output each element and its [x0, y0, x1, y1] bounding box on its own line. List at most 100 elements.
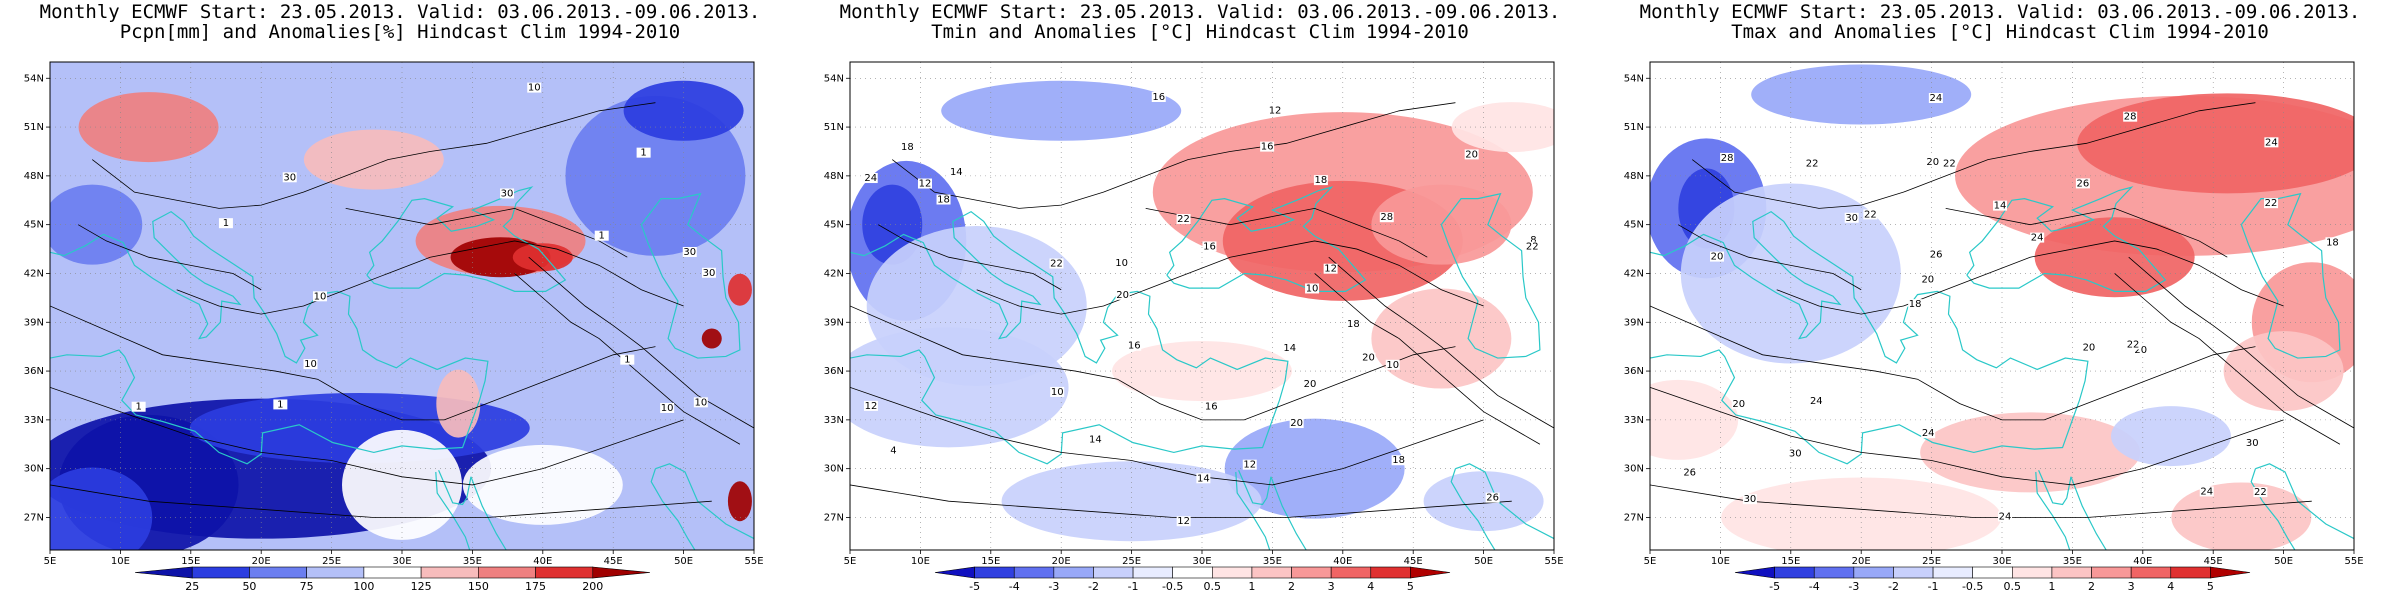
contour-label-bg [682, 246, 697, 257]
colorbar-label: -3 [1848, 580, 1859, 593]
contour-label-bg [1242, 459, 1257, 470]
x-tick-label: 50E [674, 556, 693, 567]
colorbar-label: -0.5 [1962, 580, 1983, 593]
contour-label-bg [1385, 359, 1400, 370]
contour-label: 10 [528, 83, 541, 94]
coast-line [1440, 192, 1541, 359]
contour-label: 26 [1930, 249, 1943, 260]
panel-tmin: Monthly ECMWF Start: 23.05.2013. Valid: … [800, 0, 1600, 600]
y-tick-label: 39N [824, 317, 844, 328]
contour-label-bg [1305, 283, 1320, 294]
contour-label-bg [936, 194, 951, 205]
contour-label: 12 [1243, 460, 1256, 471]
contour-label: 12 [1177, 516, 1190, 527]
contour-label-bg [594, 230, 609, 241]
contour-label-bg [863, 400, 878, 411]
contour-label-bg [2081, 342, 2096, 353]
colorbar-segment [1813, 566, 1855, 579]
colorbar-segment [1853, 566, 1894, 579]
colorbar-label: 200 [582, 580, 603, 593]
contour-label: 20 [1304, 379, 1317, 390]
contour-label: 14 [1994, 201, 2007, 212]
anomaly-shading [1650, 64, 2354, 550]
contour-line [1691, 102, 2256, 209]
contour-label: 18 [901, 142, 914, 153]
contour-label-bg [1908, 299, 1923, 310]
coast-line [640, 192, 741, 359]
contour-label-bg [917, 178, 932, 189]
anomaly-area [1224, 418, 1405, 519]
contour-label: 18 [2326, 237, 2339, 248]
contour-label: 30 [703, 268, 716, 279]
colorbar-label: 100 [353, 580, 374, 593]
coast-line [438, 470, 472, 506]
y-tick-label: 42N [1624, 268, 1644, 279]
coast-line [2250, 468, 2296, 550]
coast-line [1166, 186, 1367, 292]
contour-label-bg [1709, 251, 1724, 262]
contour-label-bg [2075, 178, 2090, 189]
anomaly-area [941, 80, 1182, 141]
contour-label-bg [2325, 237, 2340, 248]
y-tick-label: 51N [824, 122, 844, 133]
y-tick-label: 42N [824, 268, 844, 279]
contour-label: 16 [1128, 341, 1141, 352]
x-tick-label: 15E [181, 556, 200, 567]
colorbar-label: -1 [1128, 580, 1139, 593]
contour-label: 20 [1732, 399, 1745, 410]
contour-label: 1 [640, 148, 646, 159]
contour-label: 24 [2031, 233, 2044, 244]
y-tick-label: 30N [24, 464, 44, 475]
contour-label: 20 [1465, 149, 1478, 160]
contour-line [976, 240, 1484, 315]
contour-line [1145, 207, 1428, 258]
contour-label-bg [1526, 234, 1541, 245]
x-tick-label: 25E [1122, 556, 1141, 567]
contour-label: 16 [1203, 241, 1216, 252]
contour-label: 22 [2254, 487, 2267, 498]
contour-label: 14 [1089, 434, 1102, 445]
panel-title-line2: Tmax and Anomalies [°C] Hindcast Clim 19… [1731, 21, 2269, 43]
coast-line [50, 210, 489, 465]
colorbar-segment [420, 566, 479, 579]
colorbar-label: 3 [2128, 580, 2135, 593]
contour-line [50, 386, 684, 486]
contour-label: 30 [1789, 449, 1802, 460]
anomaly-area [850, 327, 1069, 448]
contour-label: 1 [277, 399, 283, 410]
x-tick-label: 30E [392, 556, 411, 567]
contour-label-bg [620, 354, 635, 365]
y-tick-label: 54N [1624, 73, 1644, 84]
contour-label: 1 [599, 231, 605, 242]
contour-label-bg [1942, 158, 1957, 169]
colorbar-segment [134, 566, 193, 579]
contour-label-bg [1998, 511, 2013, 522]
contour-label-bg [1303, 379, 1318, 390]
colorbar-segment [1734, 566, 1775, 579]
colorbar-segment [1172, 566, 1213, 579]
y-tick-label: 33N [824, 415, 844, 426]
contour-line [1650, 305, 2256, 421]
contour-line [2114, 273, 2341, 445]
contour-label-bg [1805, 158, 1820, 169]
contour-label-bg [1464, 149, 1479, 160]
contour-line [2128, 256, 2354, 429]
contour-label: 10 [1386, 360, 1399, 371]
map-tmin: 1214101084101612121416181620181416221820… [824, 61, 1564, 593]
colorbar-label: -5 [969, 580, 980, 593]
contour-label: 16 [1261, 142, 1274, 153]
colorbar-label: 125 [411, 580, 432, 593]
x-tick-label: 25E [322, 556, 341, 567]
contour-line [850, 305, 1456, 421]
contour-line [1650, 386, 2284, 486]
contour-label-bg [1720, 152, 1735, 163]
contour-label-bg [1391, 455, 1406, 466]
contour-line [1945, 207, 2228, 258]
colorbar-label: 175 [525, 580, 546, 593]
contour-label-bg [1313, 175, 1328, 186]
colorbar-segment [2012, 566, 2053, 579]
colorbar-label: -5 [1769, 580, 1780, 593]
contour-label-bg [1921, 428, 1936, 439]
contour-line [528, 256, 754, 429]
contour-label-bg [1115, 289, 1130, 300]
